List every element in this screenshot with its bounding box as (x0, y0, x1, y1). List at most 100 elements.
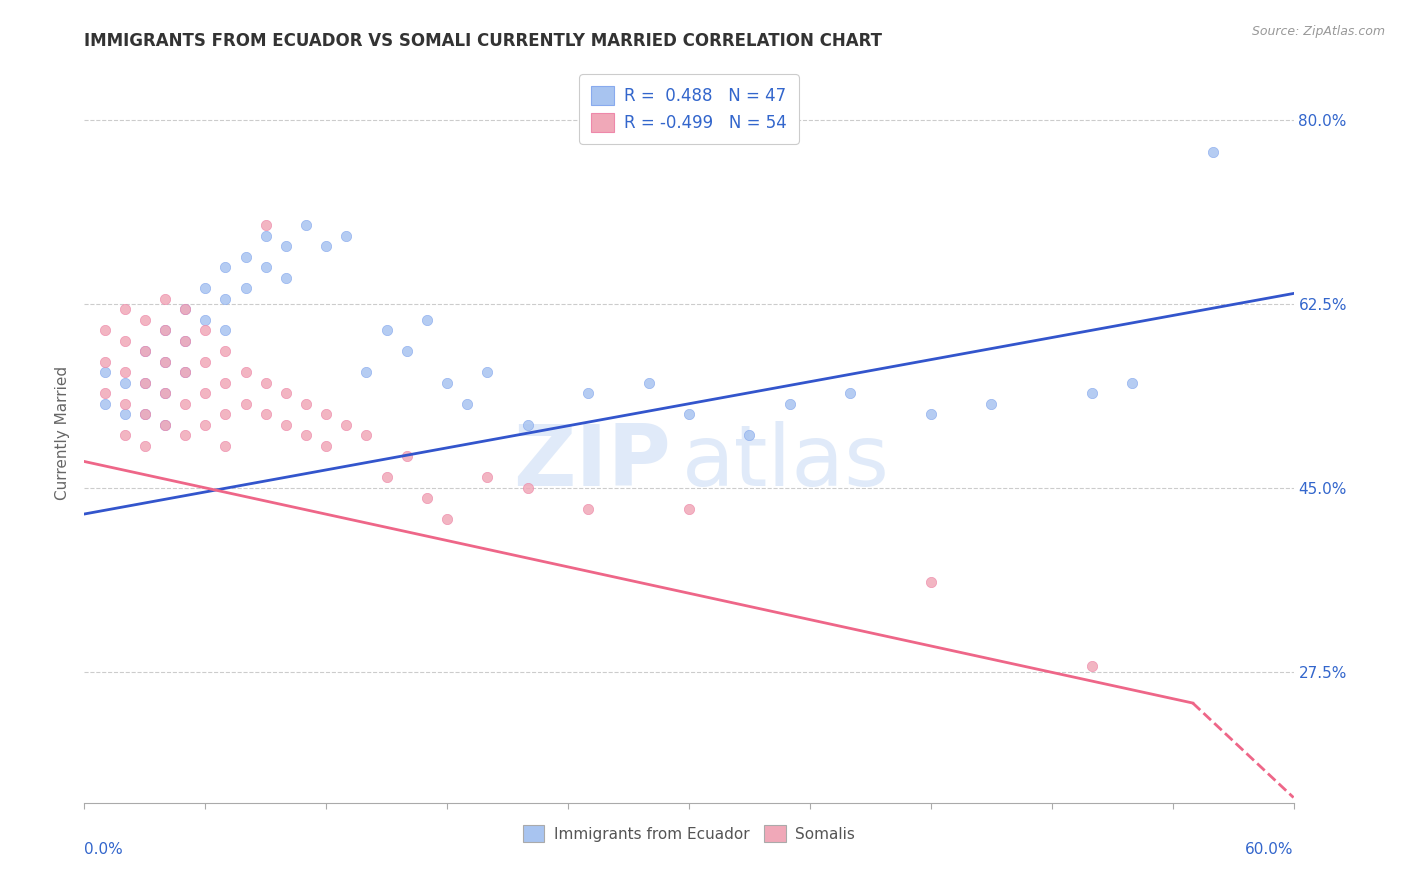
Point (274, 270, 297, 285)
Point (194, 281, 217, 295)
Point (315, 407, 337, 421)
Text: 0.0%: 0.0% (84, 842, 124, 856)
Point (235, 250, 257, 264)
Point (576, 501, 599, 516)
Point (395, 344, 418, 359)
Point (93, 323, 115, 337)
Point (235, 397, 257, 411)
Point (375, 470, 398, 484)
Point (153, 417, 176, 432)
Text: 60.0%: 60.0% (1246, 842, 1294, 856)
Point (395, 449, 418, 463)
Point (174, 365, 197, 379)
Point (254, 260, 277, 275)
Point (1081, 659, 1104, 673)
Point (254, 376, 277, 390)
Point (134, 407, 156, 421)
Point (738, 428, 761, 442)
Point (416, 312, 439, 326)
Point (920, 407, 942, 421)
Point (174, 365, 197, 379)
Point (114, 302, 136, 317)
Point (274, 417, 297, 432)
Point (356, 365, 378, 379)
Legend: Immigrants from Ecuador, Somalis: Immigrants from Ecuador, Somalis (517, 819, 860, 848)
Point (174, 334, 197, 348)
Point (1202, 145, 1225, 159)
Point (274, 386, 297, 401)
Point (295, 218, 318, 232)
Point (576, 386, 599, 401)
Point (194, 417, 217, 432)
Point (153, 292, 176, 306)
Point (678, 407, 700, 421)
Point (153, 355, 176, 369)
Point (315, 239, 337, 253)
Point (274, 239, 297, 253)
Point (153, 355, 176, 369)
Point (214, 292, 236, 306)
Point (678, 501, 700, 516)
Point (375, 323, 398, 337)
Point (779, 397, 801, 411)
Point (295, 397, 318, 411)
Point (356, 428, 378, 442)
Point (235, 365, 257, 379)
Point (134, 344, 156, 359)
Point (134, 407, 156, 421)
Point (214, 376, 236, 390)
Point (93, 365, 115, 379)
Point (516, 481, 538, 495)
Point (114, 428, 136, 442)
Point (153, 417, 176, 432)
Point (416, 491, 439, 506)
Point (637, 376, 659, 390)
Point (114, 334, 136, 348)
Point (194, 323, 217, 337)
Point (214, 260, 236, 275)
Point (153, 386, 176, 401)
Point (920, 575, 942, 590)
Point (174, 428, 197, 442)
Point (93, 355, 115, 369)
Point (214, 439, 236, 453)
Point (153, 386, 176, 401)
Point (295, 428, 318, 442)
Point (1121, 376, 1143, 390)
Point (214, 407, 236, 421)
Point (477, 470, 499, 484)
Text: Source: ZipAtlas.com: Source: ZipAtlas.com (1251, 25, 1385, 38)
Point (134, 312, 156, 326)
Point (114, 376, 136, 390)
Point (134, 439, 156, 453)
Point (315, 439, 337, 453)
Point (335, 228, 357, 243)
Text: ZIP: ZIP (513, 421, 671, 504)
Point (114, 365, 136, 379)
Point (214, 323, 236, 337)
Point (194, 312, 217, 326)
Point (335, 417, 357, 432)
Point (456, 397, 478, 411)
Point (436, 512, 458, 526)
Point (980, 397, 1002, 411)
Point (214, 344, 236, 359)
Point (174, 302, 197, 317)
Point (254, 407, 277, 421)
Point (114, 407, 136, 421)
Point (254, 218, 277, 232)
Point (254, 228, 277, 243)
Point (153, 323, 176, 337)
Point (153, 323, 176, 337)
Point (114, 397, 136, 411)
Point (174, 397, 197, 411)
Point (93, 386, 115, 401)
Y-axis label: Currently Married: Currently Married (55, 366, 70, 500)
Point (516, 417, 538, 432)
Point (839, 386, 862, 401)
Point (174, 334, 197, 348)
Point (194, 386, 217, 401)
Point (93, 397, 115, 411)
Point (174, 302, 197, 317)
Text: IMMIGRANTS FROM ECUADOR VS SOMALI CURRENTLY MARRIED CORRELATION CHART: IMMIGRANTS FROM ECUADOR VS SOMALI CURREN… (84, 32, 883, 50)
